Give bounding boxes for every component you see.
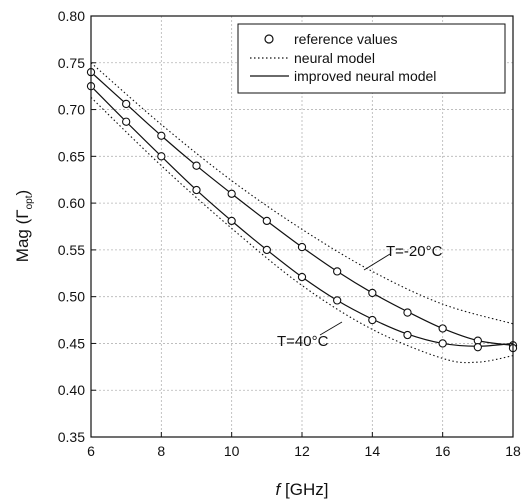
x-axis-label: f [GHz]: [276, 480, 329, 499]
x-tick-label: 18: [505, 443, 521, 459]
reference-point-plus40: [297, 272, 307, 282]
annotations: T=-20°C T=40°C: [277, 243, 443, 350]
reference-point-minus20: [438, 324, 447, 333]
reference-point-plus40: [473, 343, 482, 352]
y-tick-label: 0.60: [58, 195, 85, 211]
reference-point-minus20: [368, 288, 377, 298]
reference-point-minus20: [157, 131, 166, 140]
y-tick-label: 0.40: [58, 382, 85, 398]
legend: reference values neural model improved n…: [237, 23, 506, 94]
axis-ticks: 6 8 10 12 14 16 18 0.35 0.40 0.45 0.50 0.55 0.60 0.65…: [58, 8, 521, 459]
y-tick-label: 0.45: [58, 335, 85, 351]
reference-point-plus40: [227, 216, 236, 226]
annotation-leader-upper: [363, 253, 391, 271]
y-axis-label: Mag (Γopt): [13, 190, 35, 262]
legend-box: [237, 23, 506, 94]
legend-label-improved: improved neural model: [294, 68, 436, 84]
reference-point-plus40: [262, 245, 271, 255]
y-axis-label-main: Mag (Γ: [13, 209, 32, 262]
reference-point-minus20: [227, 189, 236, 198]
annotation-lower: T=40°C: [277, 333, 329, 350]
y-tick-label: 0.50: [58, 289, 85, 305]
x-tick-label: 6: [87, 443, 95, 459]
y-tick-label: 0.55: [58, 242, 85, 258]
x-tick-label: 8: [157, 443, 165, 459]
y-tick-label: 0.75: [58, 55, 85, 71]
y-tick-label: 0.80: [58, 8, 85, 24]
reference-point-minus20: [192, 161, 201, 170]
annotation-upper: T=-20°C: [386, 243, 443, 260]
reference-point-plus40: [368, 315, 377, 325]
x-tick-label: 14: [365, 443, 381, 459]
reference-point-minus20: [403, 308, 412, 317]
reference-point-minus20: [297, 242, 307, 252]
x-axis-label-unit: [GHz]: [280, 480, 328, 499]
y-axis-label-sub: opt: [24, 195, 35, 209]
x-tick-label: 10: [224, 443, 240, 459]
reference-point-plus40: [157, 152, 166, 161]
y-tick-label: 0.65: [58, 148, 85, 164]
neural-model-line-minus20: [90, 62, 514, 325]
x-tick-label: 16: [435, 443, 451, 459]
y-tick-label: 0.35: [58, 429, 85, 445]
legend-label-neural: neural model: [294, 50, 375, 66]
legend-marker-reference: [264, 34, 274, 44]
reference-point-plus40: [122, 117, 131, 126]
reference-point-minus20: [333, 267, 342, 276]
legend-label-reference: reference values: [294, 31, 398, 47]
y-axis-label-close: ): [13, 190, 32, 196]
reference-point-minus20: [262, 216, 271, 226]
reference-point-plus40: [333, 296, 342, 305]
reference-point-plus40: [192, 185, 201, 195]
reference-point-plus40: [438, 339, 447, 348]
x-axis-label-var: f: [276, 480, 283, 499]
reference-point-minus20: [122, 99, 131, 109]
y-tick-label: 0.70: [58, 102, 85, 118]
reference-point-plus40: [403, 330, 412, 340]
annotation-leader-lower: [319, 321, 343, 336]
x-tick-label: 12: [294, 443, 310, 459]
neural-model-line-plus40: [90, 96, 514, 364]
